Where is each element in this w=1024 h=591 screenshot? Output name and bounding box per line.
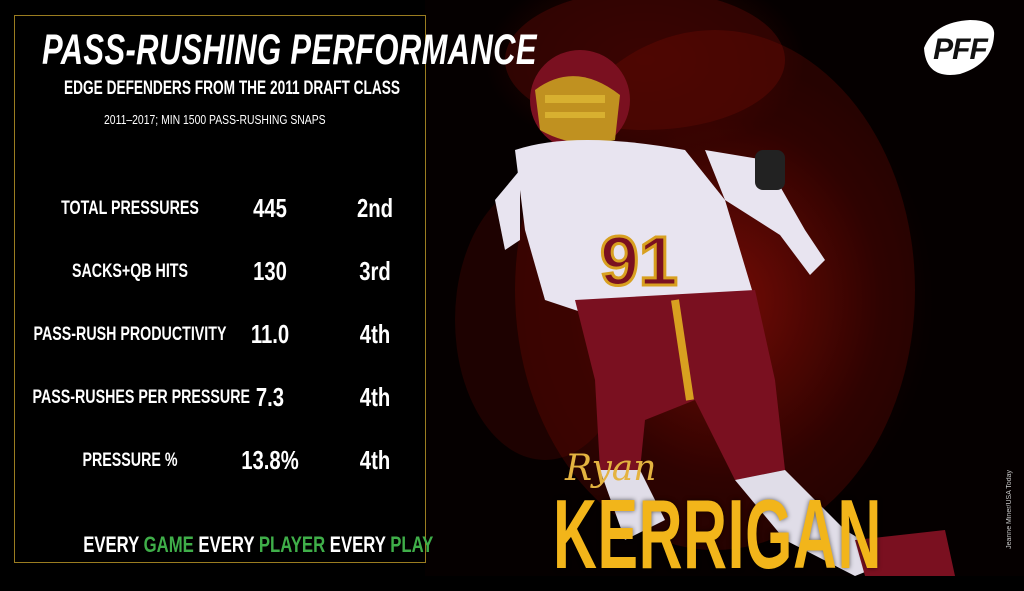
stat-rank-pass-rush-productivity: 4th: [359, 319, 391, 349]
stat-rank-total-pressures: 2nd: [356, 193, 394, 223]
stat-value-total-pressures: 445: [253, 193, 287, 223]
qualifier-note: 2011–2017; MIN 1500 PASS-RUSHING SNAPS: [104, 112, 326, 127]
stat-label-total-pressures: TOTAL PRESSURES: [61, 198, 199, 219]
stat-label-pass-rushes-per-pressure: PASS-RUSHES PER PRESSURE: [32, 387, 251, 408]
tagline-word: EVERY: [83, 532, 139, 557]
pff-logo-text: PFF: [933, 33, 988, 66]
stat-value-pass-rush-productivity: 11.0: [250, 319, 290, 349]
tagline-word-highlight: PLAYER: [258, 532, 326, 557]
stat-rank-sacks-qb-hits: 3rd: [359, 256, 391, 286]
stat-label-pass-rush-productivity: PASS-RUSH PRODUCTIVITY: [33, 324, 227, 345]
tagline-word: EVERY: [198, 532, 255, 557]
tagline-word-highlight: GAME: [143, 532, 194, 557]
player-artwork: 91: [425, 0, 1024, 576]
stats-panel: [14, 15, 426, 563]
tagline: EVERY GAME EVERY PLAYER EVERY PLAY: [83, 532, 433, 558]
player-last-name: KERRIGAN: [553, 479, 883, 589]
stat-value-pass-rushes-per-pressure: 7.3: [255, 382, 285, 412]
stat-value-sacks-qb-hits: 130: [253, 256, 287, 286]
stat-label-sacks-qb-hits: SACKS+QB HITS: [71, 261, 188, 282]
player-illustration: 91: [455, 0, 955, 576]
tagline-word-highlight: PLAY: [390, 532, 434, 557]
jersey-number: 91: [600, 222, 678, 300]
stat-rank-pass-rushes-per-pressure: 4th: [359, 382, 391, 412]
tagline-word: EVERY: [329, 532, 386, 557]
stat-value-pressure-percent: 13.8%: [241, 445, 299, 475]
page-title: PASS-RUSHING PERFORMANCE: [42, 26, 537, 74]
player-first-name: Ryan: [565, 448, 657, 489]
stat-label-pressure-percent: PRESSURE %: [82, 450, 178, 471]
photo-credit: Jeanne Miner/USA Today: [1006, 470, 1013, 549]
pff-logo-icon: [924, 20, 995, 75]
stat-rank-pressure-percent: 4th: [359, 445, 391, 475]
page-subtitle: EDGE DEFENDERS FROM THE 2011 DRAFT CLASS: [64, 78, 400, 99]
